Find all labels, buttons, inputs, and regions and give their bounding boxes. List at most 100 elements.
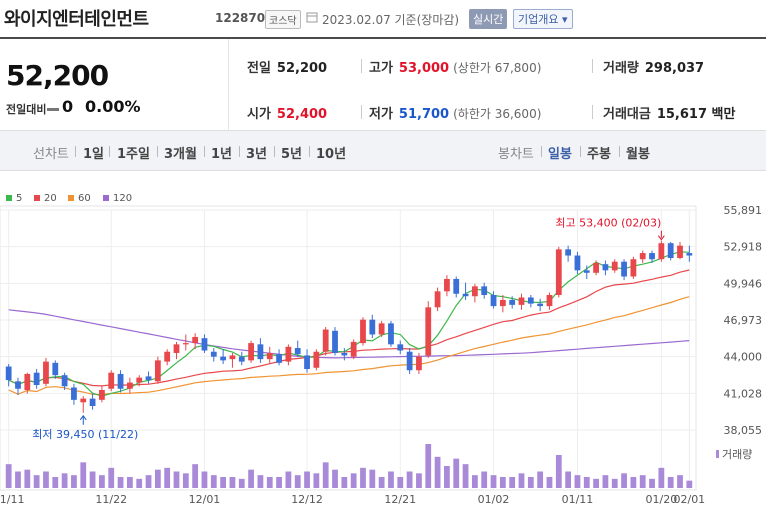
candle-body bbox=[611, 261, 618, 271]
volume-bar bbox=[621, 473, 627, 488]
candle-body bbox=[276, 354, 282, 363]
candle-body bbox=[453, 278, 460, 294]
x-tick-label: 02/01 bbox=[673, 493, 705, 506]
x-tick-label: 01/11 bbox=[562, 493, 594, 506]
volume-bar bbox=[145, 475, 152, 488]
ma120-line bbox=[8, 309, 690, 359]
volume-bar bbox=[574, 475, 581, 488]
divider bbox=[239, 146, 240, 157]
tab-3year[interactable]: 3년 bbox=[246, 147, 268, 162]
volume-label: 거래량 bbox=[722, 448, 752, 461]
volume-bar bbox=[257, 475, 264, 488]
candle-body bbox=[499, 299, 506, 307]
candle-body bbox=[462, 293, 469, 297]
candle-body bbox=[182, 343, 189, 345]
realtime-button[interactable]: 실시간 bbox=[469, 9, 508, 29]
volume-bar bbox=[164, 467, 171, 488]
tab-3month[interactable]: 3개월 bbox=[164, 147, 197, 162]
candle-body bbox=[406, 351, 413, 371]
volume-bar bbox=[565, 471, 572, 488]
x-tick-label: 01/20 bbox=[646, 493, 678, 506]
volume-bar bbox=[201, 471, 208, 488]
calendar-icon bbox=[306, 12, 318, 23]
tab-daily-candle[interactable]: 일봉 bbox=[548, 147, 572, 162]
candle-body bbox=[229, 355, 236, 360]
legend-swatch bbox=[34, 195, 40, 201]
volume-bar bbox=[80, 462, 87, 488]
candle-body bbox=[555, 249, 562, 295]
candle-body bbox=[332, 330, 338, 353]
legend-swatch bbox=[68, 195, 74, 201]
candle-body bbox=[322, 329, 329, 352]
candle-body bbox=[565, 249, 572, 256]
candle-body bbox=[117, 373, 124, 389]
volume-bar bbox=[89, 471, 96, 488]
trade-amount: 거래대금 15,617 백만 bbox=[603, 107, 736, 122]
company-name: 와이지엔터테인먼트 bbox=[4, 9, 149, 30]
volume-bar bbox=[406, 471, 413, 488]
candle-body bbox=[43, 361, 49, 384]
candle-body bbox=[481, 286, 488, 295]
candle-body bbox=[574, 255, 581, 271]
volume-bar bbox=[490, 475, 497, 488]
volume-bars: 거래량 bbox=[5, 444, 752, 488]
volume-bar bbox=[294, 475, 301, 488]
tab-monthly-candle[interactable]: 월봉 bbox=[626, 147, 650, 162]
candle-body bbox=[527, 297, 534, 304]
company-overview-dropdown[interactable]: 기업개요 ▾ bbox=[513, 9, 573, 29]
volume-bar bbox=[602, 475, 609, 488]
candle-body bbox=[425, 307, 432, 356]
candle-body bbox=[444, 278, 450, 292]
y-tick-label: 46,973 bbox=[724, 314, 763, 327]
tab-1day[interactable]: 1일 bbox=[83, 147, 105, 162]
tab-10year[interactable]: 10년 bbox=[316, 147, 347, 162]
candle-chart-label: 봉차트 bbox=[498, 147, 534, 162]
stock-chart[interactable]: 거래량 55,891 52,918 49,946 46,973 44,000 41,028… bbox=[0, 200, 766, 517]
candle-body bbox=[630, 259, 637, 277]
y-tick-label: 52,918 bbox=[724, 241, 763, 254]
volume-bar bbox=[33, 475, 40, 488]
prev-close: 전일 52,200 bbox=[247, 61, 328, 76]
legend-swatch bbox=[103, 195, 109, 201]
divider bbox=[75, 146, 76, 157]
current-price-box: 52,200 전일대비 0 0.00% bbox=[0, 39, 229, 131]
candle-body bbox=[99, 389, 105, 400]
legend-ma20: 20 bbox=[34, 193, 57, 204]
x-tick-label: 12/21 bbox=[384, 493, 416, 506]
divider bbox=[309, 146, 310, 157]
tab-1week[interactable]: 1주일 bbox=[117, 147, 150, 162]
volume-bar bbox=[341, 477, 348, 488]
volume-bar bbox=[555, 455, 562, 488]
tab-1year[interactable]: 1년 bbox=[211, 147, 233, 162]
candle-body bbox=[89, 398, 96, 407]
flat-icon bbox=[47, 108, 59, 111]
candle-body bbox=[369, 319, 376, 335]
volume-bar bbox=[518, 473, 525, 488]
volume-bar bbox=[117, 477, 124, 488]
volume-bar bbox=[108, 467, 115, 488]
tab-weekly-candle[interactable]: 주봉 bbox=[587, 147, 611, 162]
high-annotation: 최고 53,400 (02/03) bbox=[555, 217, 661, 230]
candle-body bbox=[537, 303, 544, 307]
candle-body bbox=[285, 346, 292, 362]
annotations: 최고 53,400 (02/03) 최저 39,450 (11/22) bbox=[32, 217, 665, 441]
candle-body bbox=[220, 356, 227, 361]
volume-bar bbox=[126, 477, 133, 488]
volume-bar bbox=[462, 464, 469, 488]
candle-body bbox=[686, 253, 693, 256]
tab-5year[interactable]: 5년 bbox=[281, 147, 303, 162]
candle-body bbox=[201, 338, 208, 351]
candle-body bbox=[509, 299, 516, 305]
candle-body bbox=[108, 372, 115, 389]
volume-bar bbox=[388, 471, 394, 488]
volume-bar bbox=[611, 478, 618, 488]
plot-area bbox=[0, 205, 697, 491]
change-percent: 0.00% bbox=[85, 97, 141, 116]
candle-body bbox=[210, 351, 217, 357]
candle-body bbox=[360, 319, 366, 344]
candle-body bbox=[667, 243, 674, 258]
volume-bar bbox=[61, 473, 68, 488]
volume-bar bbox=[630, 477, 637, 488]
volume-bar bbox=[210, 475, 217, 488]
stock-code: 122870 bbox=[215, 11, 266, 25]
